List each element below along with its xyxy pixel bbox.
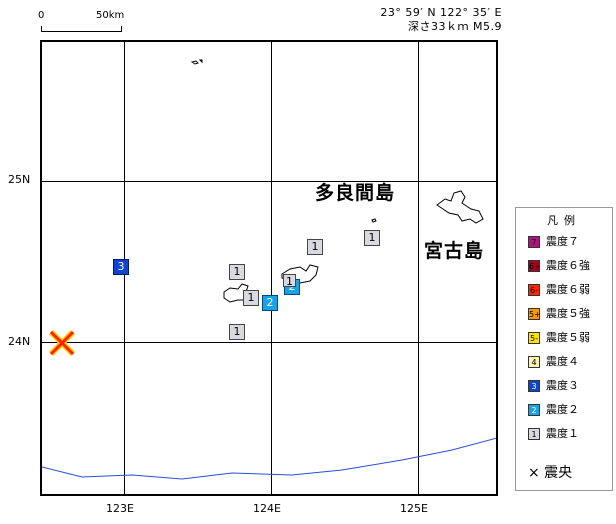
legend-item: 2 震度２ [528,402,579,418]
intensity-marker: 3 [113,259,129,275]
depth-magnitude: 深さ33ｋｍ M5.9 [408,20,502,33]
map-geography [42,59,496,480]
legend-swatch: 2 [528,404,540,416]
intensity-marker: 1 [243,290,259,306]
legend-swatch: 3 [528,380,540,392]
grid-line-24n [42,342,496,343]
legend-item: 1 震度１ [528,426,579,442]
islet-north [190,59,203,65]
grid-line-25n [42,181,496,182]
legend-swatch: 6+ [528,260,541,272]
intensity-marker: 1 [307,239,323,255]
legend-label: 震度６強 [546,259,590,272]
legend-label: 震度５弱 [546,331,590,344]
island-miyako [436,190,484,224]
legend-panel: 凡例 7 震度７ 6+ 震度６強 6- 震度６弱 5+ 震度５強 5- 震度５弱 4 震度４ 3 震度３ 2… [515,207,613,491]
intensity-marker: 1 [364,230,380,246]
legend-item: 3 震度３ [528,378,579,394]
coastline-south [42,437,496,480]
legend-label: 震度２ [546,403,579,416]
grid-line-125e [418,42,419,494]
lon-label-123e: 123E [106,502,134,515]
islet-east [371,218,377,223]
intensity-marker: 1 [229,264,245,280]
legend-item: 6+ 震度６強 [528,258,590,274]
lat-label-24n: 24N [8,335,31,348]
epicenter-coords: 23° 59′ N 122° 35′ E [380,6,502,19]
scale-bar-line [41,26,122,32]
legend-label: 震度４ [546,355,579,368]
intensity-marker: 1 [283,274,296,288]
legend-label: 震度３ [546,379,579,392]
legend-item: 5+ 震度５強 [528,306,590,322]
scale-zero-label: 0 [38,10,45,21]
legend-swatch: 5+ [528,308,541,320]
legend-swatch: 7 [528,236,540,248]
legend-epicenter: × 震央 [528,465,573,481]
legend-item: 4 震度４ [528,354,579,370]
epicenter-icon [48,329,76,357]
legend-title: 凡例 [547,214,581,227]
legend-item: 5- 震度５弱 [528,330,590,346]
legend-item: 7 震度７ [528,234,579,250]
lon-label-125e: 125E [400,502,428,515]
legend-item: 6- 震度６弱 [528,282,590,298]
legend-swatch: 1 [528,428,540,440]
grid-line-124e [271,42,272,494]
scale-fifty-label: 50km [96,10,125,21]
miyako-island-label: 宮古島 [424,240,485,262]
lon-label-124e: 124E [253,502,281,515]
intensity-marker: 2 [262,295,278,311]
lat-label-25n: 25N [8,173,31,186]
map-area [40,40,498,496]
legend-label: 震度７ [546,235,579,248]
legend-swatch: 5- [528,332,540,344]
tarama-island-label: 多良間島 [315,182,396,204]
intensity-marker: 1 [229,324,245,340]
legend-label: 震度６弱 [546,283,590,296]
scale-bar: 0 50km [38,10,158,36]
legend-swatch: 4 [528,356,540,368]
legend-label: 震度１ [546,427,579,440]
quake-info: 23° 59′ N 122° 35′ E 深さ33ｋｍ M5.9 [380,6,502,34]
legend-swatch: 6- [528,284,540,296]
legend-label: 震度５強 [546,307,590,320]
